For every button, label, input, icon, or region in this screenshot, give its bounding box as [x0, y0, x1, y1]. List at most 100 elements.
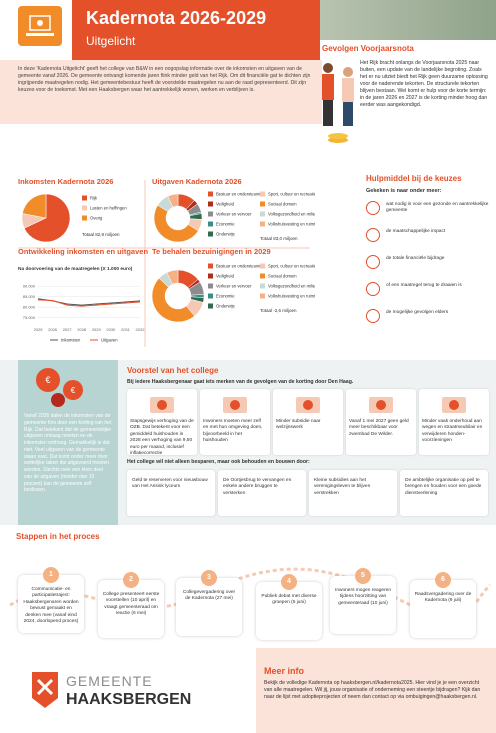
legend-label: Volksgezondheid en milieu [268, 212, 315, 217]
illustration [322, 63, 354, 143]
legend-swatch [208, 283, 213, 289]
subtitle: Uitgelicht [86, 34, 136, 48]
card-text: Minder subsidie naar welzijnswerk [276, 419, 321, 431]
item-text: de mogelijke gevolgen elders [386, 310, 449, 315]
legend-label: Overig [90, 216, 103, 221]
voorstel-sub: Het college wil niet alleen besparen, ma… [127, 459, 310, 465]
chart-subtitle: Na doorvoering van de maatregelen (X 1.0… [18, 266, 133, 272]
meer-info: Meer info Bekijk de volledige Kadernota … [256, 648, 496, 733]
logo-line1: GEMEENTE [66, 673, 153, 689]
step-card: 1 Communicatie- en participatietraject: H… [18, 567, 84, 633]
pie-slice [22, 193, 47, 219]
legend-label: Veiligheid [216, 274, 235, 279]
preserve-card: Geld te reserveren voor nieuwbouw van He… [127, 470, 215, 516]
item-icon [366, 255, 380, 269]
svg-text:€: € [71, 386, 76, 395]
step-card: 6 Raadsvergadering over de Kadernota (9 j… [410, 572, 476, 638]
step-text: Communicatie- en participatietraject: Ha… [23, 587, 79, 625]
card-icon [223, 397, 247, 413]
step-number: 1 [43, 567, 59, 583]
line-series [37, 299, 141, 307]
legend-swatch [208, 221, 213, 227]
step-number: 6 [435, 572, 451, 588]
hulpmiddel-item: of een maatregel terug te draaien is [366, 279, 492, 303]
x-tick-label: 2030 [106, 327, 116, 332]
step-text: Raadsvergadering over de Kadernota (9 ju… [414, 592, 472, 604]
item-text: of een maatregel terug te draaien is [386, 283, 462, 288]
legend-swatch [208, 191, 213, 197]
legend-swatch [260, 191, 265, 197]
card-text: Stapsgewijs verhoging van de OZB. Dat be… [130, 419, 194, 457]
item-text: wat nodig is voor een gezonde en aantrek… [386, 202, 489, 214]
pie-slice [23, 193, 71, 243]
legend-swatch [208, 211, 213, 217]
chart-title: Te behalen bezuinigingen in 2029 [152, 247, 271, 256]
title: Kadernota 2026-2029 [86, 8, 267, 28]
hulpmiddel-title: Hulpmiddel bij de keuzes [366, 174, 462, 183]
card-icon [296, 397, 320, 413]
legend-swatch [82, 215, 87, 221]
chart-total: Totaal 83,0 miljoen [260, 236, 298, 241]
hulpmiddel-item: wat nodig is voor een gezonde en aantrek… [366, 198, 492, 222]
x-tick-label: 2027 [63, 327, 73, 332]
item-text: de totale financiële bijdrage [386, 256, 445, 261]
chart-title: Inkomsten Kadernota 2026 [18, 177, 113, 186]
step-number: 4 [281, 574, 297, 590]
legend-swatch [260, 211, 265, 217]
legend-label: Uitgaven [101, 338, 118, 343]
voorstel-side-text: Vanaf 2026 dalen de inkomsten van de gem… [24, 413, 112, 494]
chart-title: Ontwikkeling inkomsten en uitgaven [18, 247, 148, 256]
legend-label: Verkeer en vervoer [216, 212, 252, 217]
legend-swatch [208, 201, 213, 207]
pie-slice [153, 204, 199, 243]
stappen-title: Stappen in het proces [16, 532, 100, 541]
legend-label: Sociaal domein [268, 274, 297, 279]
legend-label: Economie [216, 294, 235, 299]
charts: Inkomsten Kadernota 2026 Rijk Lasten en he… [18, 177, 315, 347]
legend-swatch [260, 263, 265, 269]
x-tick-label: 2032 [136, 327, 146, 332]
step-number: 3 [201, 570, 217, 586]
legend-swatch [82, 205, 87, 211]
card-text: Vanaf 1 mei 2027 geen geld meer beschikb… [349, 419, 409, 437]
item-icon [366, 228, 380, 242]
legend-swatch [260, 283, 265, 289]
legend-swatch [208, 303, 213, 309]
line-series [37, 298, 141, 306]
y-tick-label: 75.000 [23, 315, 36, 320]
legend-label: Sport, cultuur en recreatie en openbare … [268, 264, 315, 269]
proposal-card: Minder vaak onderhoud aan wegen en straa… [419, 389, 489, 455]
meer-info-title: Meer info [264, 666, 305, 676]
intro: In deze 'Kadernota Uitgelicht' geeft het… [0, 60, 322, 124]
preserve-card: De Oortjesbrug te vervangen en enkele an… [218, 470, 306, 516]
y-tick-label: 80.000 [23, 305, 36, 310]
gevolgen-title: Gevolgen Voorjaarsnota [322, 44, 414, 53]
header-icon [18, 6, 62, 46]
legend-swatch [260, 293, 265, 299]
step-text: Publiek debat met diverse groepen (5 jun… [261, 594, 317, 606]
item-icon [366, 282, 380, 296]
step-card: 4 Publiek debat met diverse groepen (5 ju… [256, 574, 322, 640]
legend-swatch [260, 201, 265, 207]
chart-title: Uitgaven Kadernota 2026 [152, 177, 242, 186]
x-tick-label: 2025 [34, 327, 44, 332]
legend-swatch [260, 273, 265, 279]
pie-slice [167, 193, 179, 208]
icon [26, 15, 54, 36]
y-tick-label: 90.000 [23, 284, 36, 289]
proposal-card: Stapsgewijs verhoging van de OZB. Dat be… [127, 389, 197, 457]
x-tick-label: 2028 [77, 327, 87, 332]
legend-swatch [208, 293, 213, 299]
hulpmiddel-item: de mogelijke gevolgen elders [366, 306, 492, 330]
step-text: Inwoners mogen reageren tijdens hoorzitt… [335, 588, 391, 606]
step-number: 2 [123, 572, 139, 588]
legend-label: Sociaal domein [268, 202, 297, 207]
step-card: 2 College presenteert eerste voorstellen … [98, 572, 164, 638]
legend-label: Volkshuisvesting en ruimtelijke ordening [268, 222, 315, 227]
title-banner: Kadernota 2026-2029 Uitgelicht [72, 0, 320, 60]
step-card: 5 Inwoners mogen reageren tijdens hoorzit… [330, 568, 396, 634]
money-bags: €€ [36, 368, 83, 407]
hulpmiddel-item: de maatschappelijke impact [366, 225, 492, 249]
legend-swatch [82, 195, 87, 201]
